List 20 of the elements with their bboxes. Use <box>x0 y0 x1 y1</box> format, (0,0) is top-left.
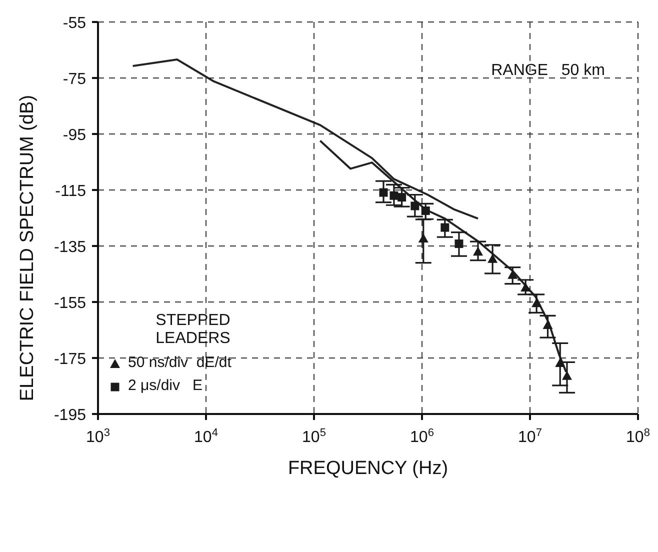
x-tick-label: 10$^{8}$ <box>626 427 650 446</box>
x-tick-label: 10$^{4}$ <box>194 427 218 446</box>
x-tick-label: 10$^{7}$ <box>518 427 542 446</box>
y-tick-label: -55 <box>62 15 86 32</box>
x-tick-label: 10$^{3}$ <box>86 427 110 446</box>
annotation: STEPPED LEADERS <box>154 312 232 348</box>
x-tick-label: 10$^{5}$ <box>302 427 326 446</box>
annotation: RANGE 50 km <box>490 62 606 80</box>
x-tick-label: 10$^{6}$ <box>410 427 434 446</box>
y-tick-label: -195 <box>54 407 86 424</box>
x-axis-title: FREQUENCY (Hz) <box>288 458 448 479</box>
y-tick-label: -115 <box>55 183 86 200</box>
y-tick-label: -135 <box>54 239 86 256</box>
y-tick-label: -95 <box>62 127 86 144</box>
y-tick-label: -175 <box>54 351 86 368</box>
y-tick-label: -75 <box>62 71 86 88</box>
legend-label: 2 μs/div E <box>128 377 203 394</box>
y-axis-title: ELECTRIC FIELD SPECTRUM (dB) <box>17 94 38 402</box>
y-tick-label: -155 <box>54 295 86 312</box>
legend-label: 50 ns/div dE/dt <box>128 354 232 371</box>
